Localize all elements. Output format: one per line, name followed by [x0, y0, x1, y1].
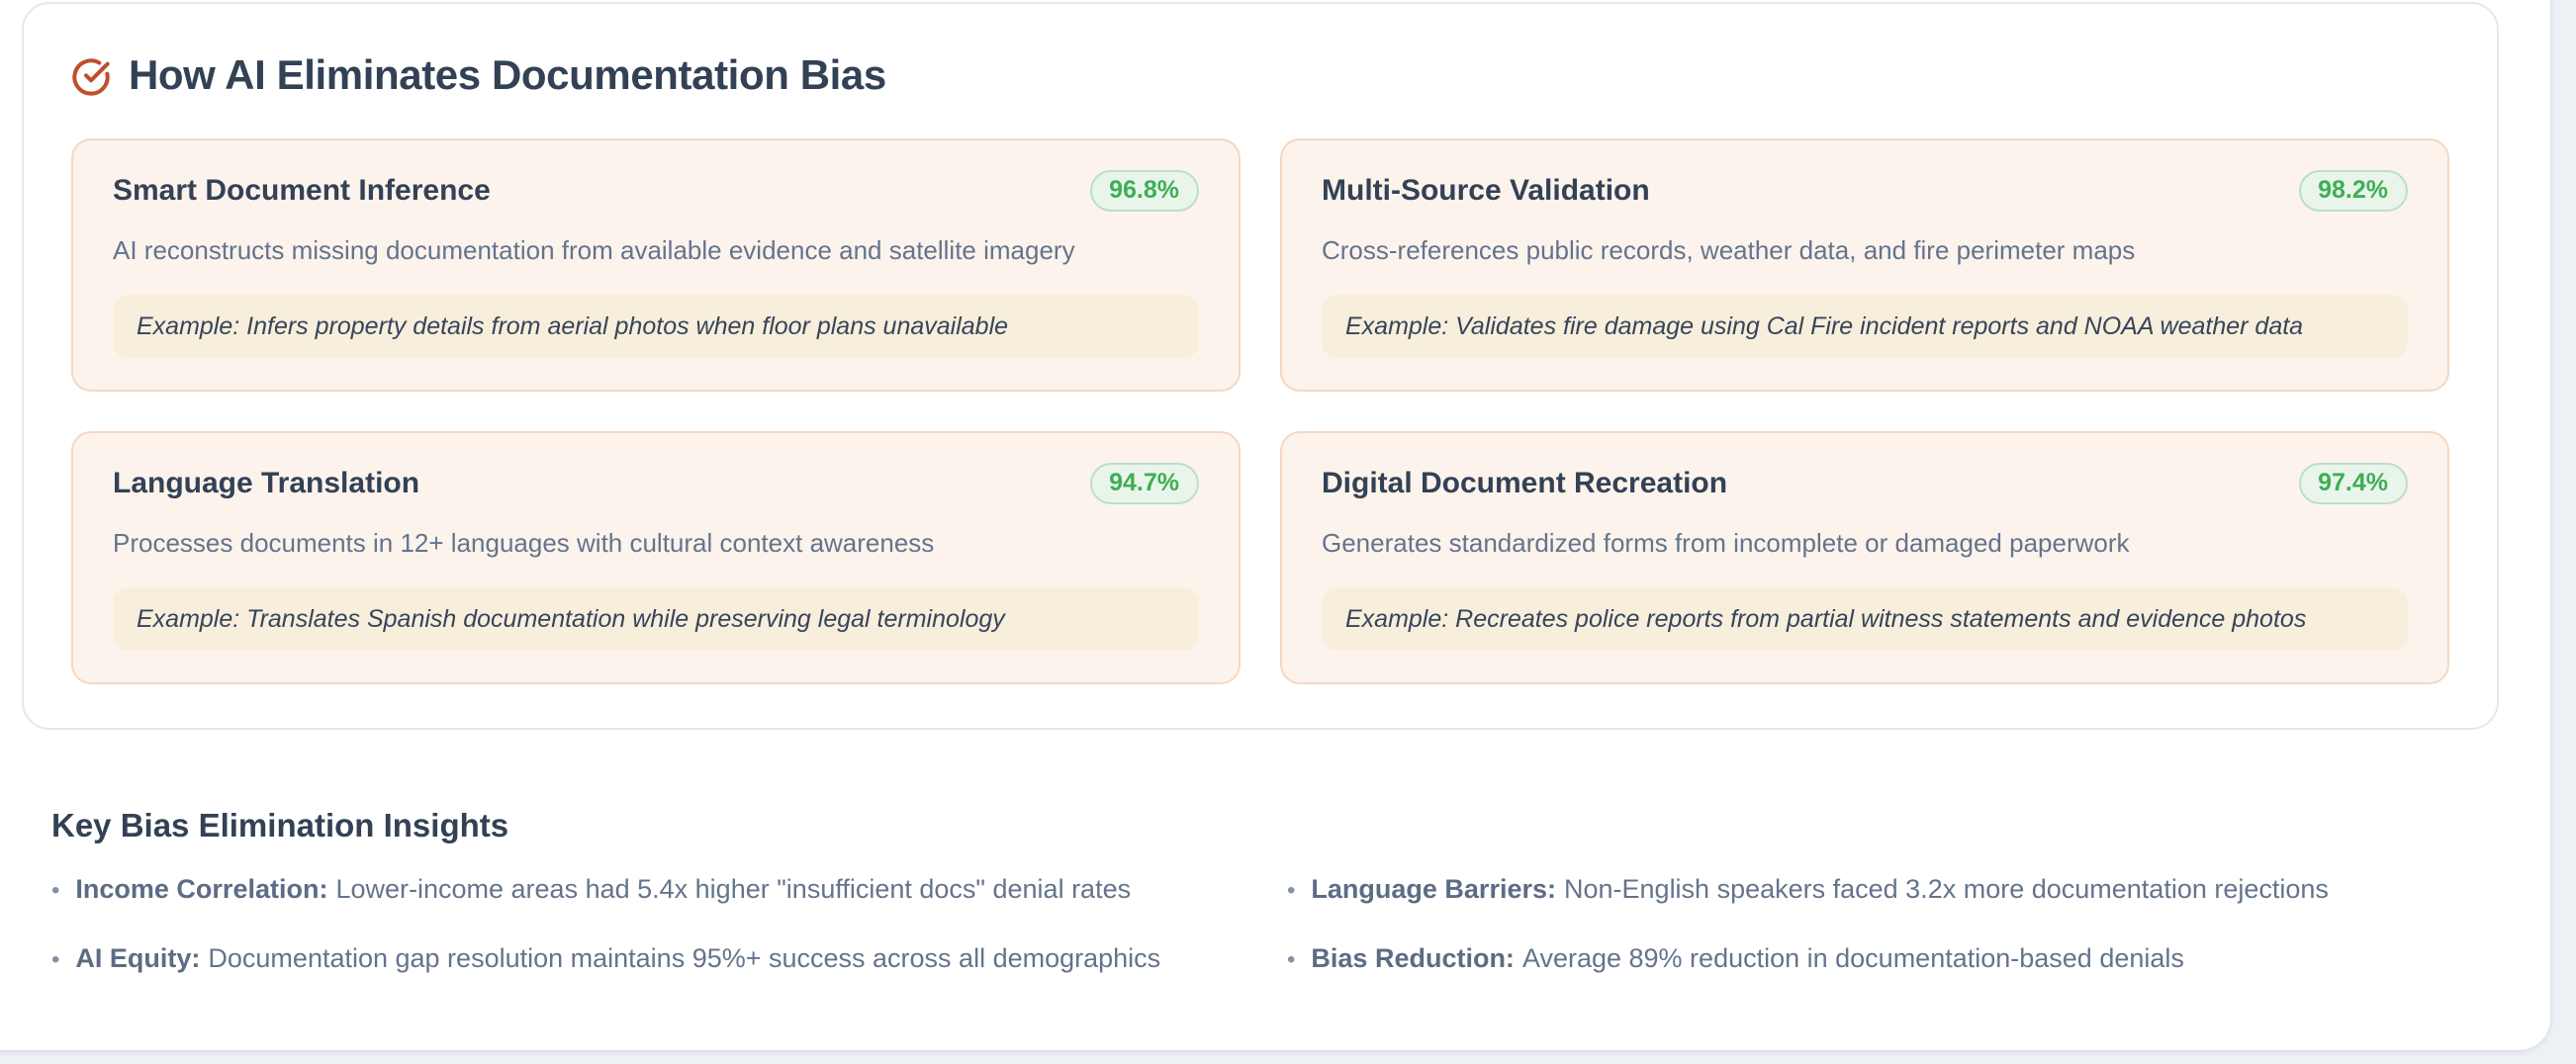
accuracy-badge: 97.4% [2298, 463, 2408, 504]
method-name: Language Translation [113, 467, 420, 500]
ai-methods-card: How AI Eliminates Documentation Bias Sma… [22, 2, 2499, 730]
insight-content: Bias Reduction: Average 89% reduction in … [1311, 939, 2184, 979]
method-name: Digital Document Recreation [1322, 467, 1728, 500]
method-card-language-translation: Language Translation 94.7% Processes doc… [71, 431, 1241, 684]
bullet-icon: • [51, 876, 60, 904]
circle-check-icon [71, 57, 111, 97]
insights-section: Key Bias Elimination Insights • Income C… [51, 805, 2499, 979]
method-description: Cross-references public records, weather… [1322, 235, 2136, 265]
method-example: Example: Validates fire damage using Cal… [1322, 295, 2408, 358]
insight-content: AI Equity: Documentation gap resolution m… [75, 939, 1160, 979]
insight-text: Lower-income areas had 5.4x higher "insu… [335, 874, 1132, 904]
method-card-smart-document-inference: Smart Document Inference 96.8% AI recons… [71, 138, 1241, 392]
insight-item-language-barriers: • Language Barriers: Non-English speakers… [1287, 870, 2499, 910]
method-head: Smart Document Inference 96.8% [113, 170, 1199, 212]
insight-label: Bias Reduction: [1311, 943, 1515, 973]
insight-text: Documentation gap resolution maintains 9… [208, 943, 1161, 973]
insight-item-income-correlation: • Income Correlation: Lower-income areas … [51, 870, 1263, 910]
insights-heading: Key Bias Elimination Insights [51, 809, 509, 844]
method-name: Smart Document Inference [113, 174, 491, 208]
insight-item-ai-equity: • AI Equity: Documentation gap resolution… [51, 939, 1263, 979]
insight-content: Language Barriers: Non-English speakers f… [1311, 870, 2329, 910]
card-header: How AI Eliminates Documentation Bias [71, 51, 2449, 103]
bullet-icon: • [1287, 945, 1296, 973]
insight-content: Income Correlation: Lower-income areas ha… [75, 870, 1131, 910]
insight-label: AI Equity: [75, 943, 201, 973]
bullet-icon: • [51, 945, 60, 973]
bullet-icon: • [1287, 876, 1296, 904]
insight-label: Income Correlation: [75, 874, 328, 904]
insights-grid: • Income Correlation: Lower-income areas … [51, 870, 2499, 979]
method-example: Example: Infers property details from ae… [113, 295, 1199, 358]
insight-text: Non-English speakers faced 3.2x more doc… [1564, 874, 2329, 904]
method-description: Generates standardized forms from incomp… [1322, 528, 2130, 558]
method-head: Language Translation 94.7% [113, 463, 1199, 504]
method-head: Multi-Source Validation 98.2% [1322, 170, 2408, 212]
insight-label: Language Barriers: [1311, 874, 1556, 904]
accuracy-badge: 94.7% [1089, 463, 1199, 504]
method-head: Digital Document Recreation 97.4% [1322, 463, 2408, 504]
insight-item-bias-reduction: • Bias Reduction: Average 89% reduction i… [1287, 939, 2499, 979]
method-description: Processes documents in 12+ languages wit… [113, 528, 935, 558]
method-description: AI reconstructs missing documentation fr… [113, 235, 1075, 265]
method-name: Multi-Source Validation [1322, 174, 1650, 208]
method-example: Example: Translates Spanish documentatio… [113, 587, 1199, 651]
method-card-digital-document-recreation: Digital Document Recreation 97.4% Genera… [1280, 431, 2449, 684]
insight-text: Average 89% reduction in documentation-b… [1521, 943, 2184, 973]
methods-grid: Smart Document Inference 96.8% AI recons… [71, 138, 2449, 684]
accuracy-badge: 96.8% [1089, 170, 1199, 212]
accuracy-badge: 98.2% [2298, 170, 2408, 212]
method-card-multi-source-validation: Multi-Source Validation 98.2% Cross-refe… [1280, 138, 2449, 392]
section-title: How AI Eliminates Documentation Bias [129, 53, 886, 99]
method-example: Example: Recreates police reports from p… [1322, 587, 2408, 651]
